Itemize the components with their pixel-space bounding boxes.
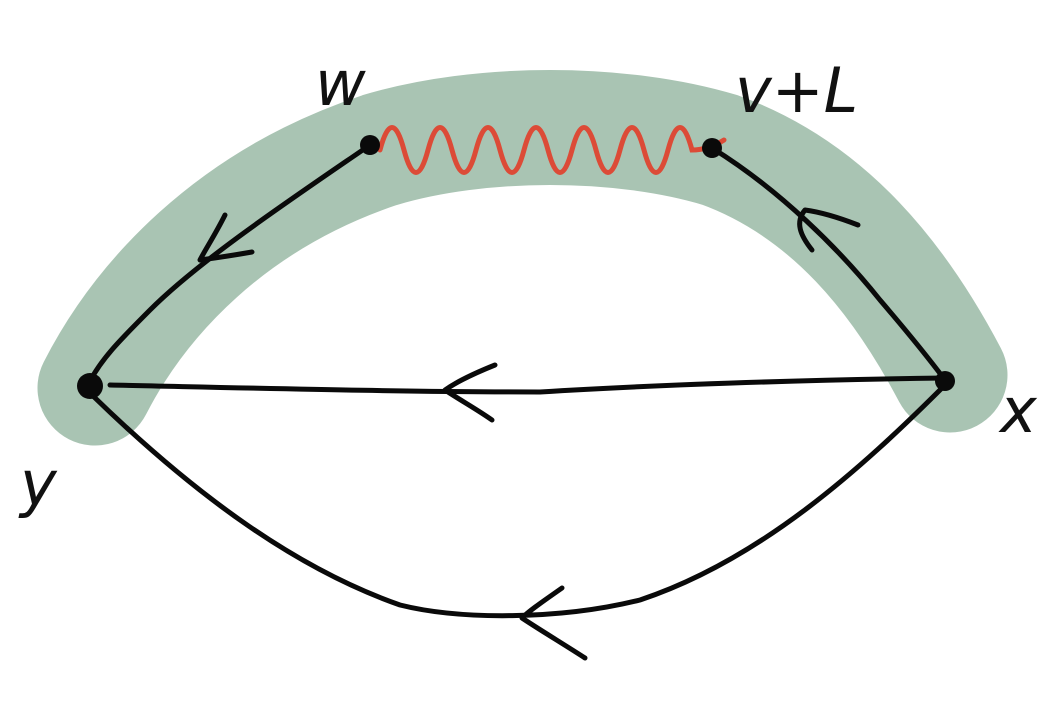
arrowhead [197, 212, 255, 263]
edge-x-y [107, 375, 948, 395]
node-dot [360, 135, 380, 155]
arrowhead [797, 207, 861, 253]
node-label: w [315, 47, 366, 120]
wavy-edge [377, 125, 727, 175]
edge-vl-x [709, 145, 948, 383]
node-dot [935, 371, 955, 391]
node-dot [702, 138, 722, 158]
node-label: y [18, 447, 58, 520]
arrowhead [519, 585, 588, 661]
edge-x-y-bottom [89, 382, 948, 619]
node-label: v+L [735, 54, 858, 127]
node-dot [77, 373, 103, 399]
edge-w-y [85, 142, 373, 388]
node-label: x [998, 374, 1038, 447]
arrowhead [442, 362, 498, 423]
